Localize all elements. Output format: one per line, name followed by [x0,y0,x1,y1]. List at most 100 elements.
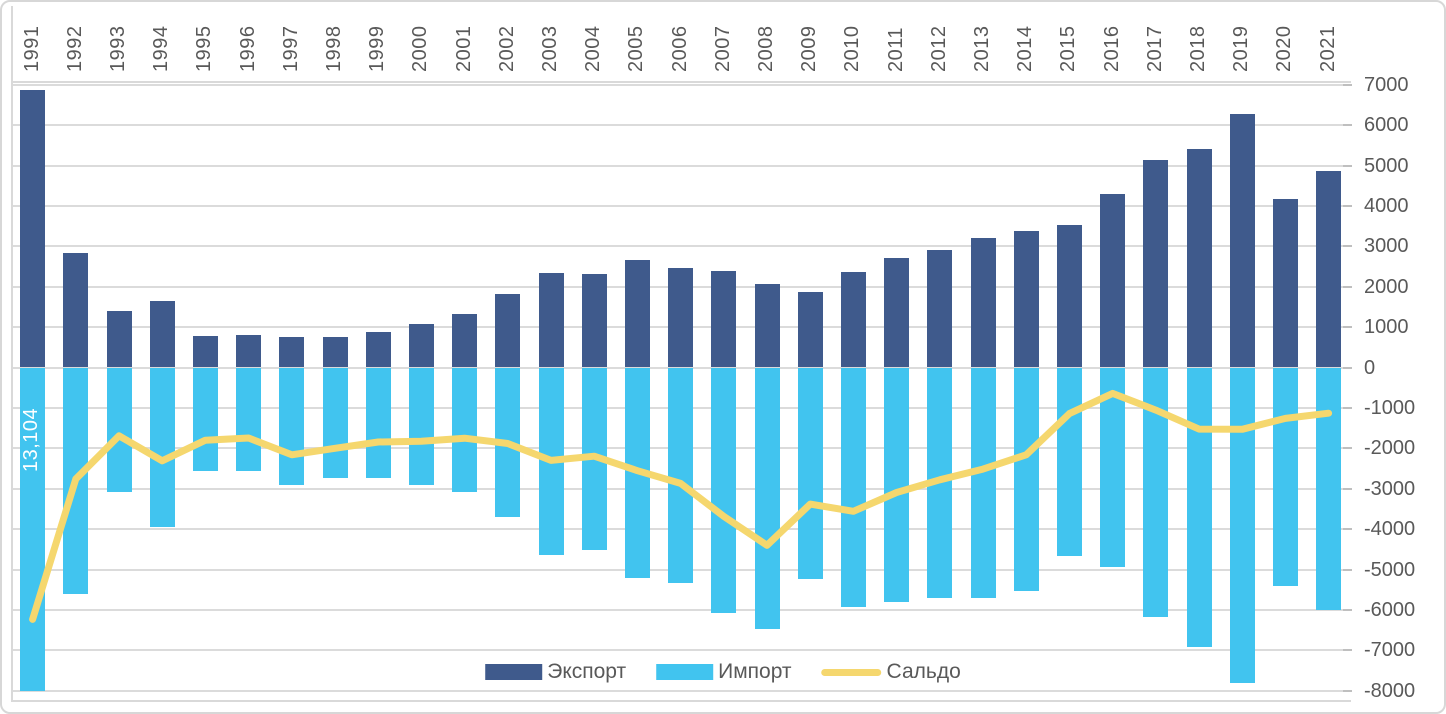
gridline [11,124,1351,127]
import-bar [149,367,175,528]
y-axis-tick-label: 6000 [1364,114,1409,137]
year-label: 2013 [971,25,993,73]
import-bar [408,367,434,485]
y-axis-tickmark [1343,83,1352,86]
y-axis-tickmark [1343,164,1352,167]
export-bar [63,252,89,368]
export-bar [452,313,478,368]
y-axis-tick-label: 0 [1364,356,1376,379]
import-bar [1013,367,1039,591]
import-bar [279,367,305,485]
legend-item-export: Экспорт [485,660,626,684]
import-bar [63,367,89,594]
plot-top-border [11,81,1351,83]
y-axis-tick-label: -7000 [1364,639,1416,662]
y-axis-tick-label: 5000 [1364,154,1409,177]
year-label: 1998 [323,25,345,73]
export-bar [149,300,175,368]
export-bar [538,273,564,368]
import-bar [1100,367,1126,568]
year-label: 1995 [193,25,216,73]
y-axis-tickmark [1343,406,1352,409]
export-bar [884,258,910,368]
y-axis-tick-label: -4000 [1364,518,1416,541]
import-bar [624,367,650,578]
year-label: 2009 [798,25,821,73]
gridline [11,164,1351,167]
export-swatch-icon [485,664,543,680]
y-axis-tick-label: 7000 [1364,73,1409,96]
year-label: 1991 [20,25,43,73]
gridline [11,689,1351,692]
import-bar [365,367,391,478]
import-bar [884,367,910,602]
y-axis-tickmark [1343,447,1352,450]
import-bar [581,367,607,550]
year-label: 1999 [366,25,389,73]
year-label: 1994 [150,25,173,73]
year-label: 2012 [927,25,950,73]
gridline [11,204,1351,207]
y-axis-tickmark [1343,285,1352,288]
y-axis-tick-label: -3000 [1364,477,1416,500]
import-bar [668,367,694,583]
import-bar [106,367,132,492]
y-axis-tickmark [1343,608,1352,611]
year-label: 2003 [539,25,561,73]
import-bar [1272,367,1298,587]
y-axis-tick-label: -5000 [1364,558,1416,581]
legend-label-saldo: Сальдо [886,660,961,683]
year-label: 2020 [1273,25,1296,73]
import-bar [236,367,262,471]
year-label: 1996 [236,25,259,73]
export-bar [1013,231,1039,368]
y-axis-tickmark [1343,366,1352,369]
export-bar [840,272,866,368]
import-bar [711,367,737,613]
y-axis-tickmark [1343,528,1352,531]
year-label: 2010 [841,25,864,73]
import-data-label: 13,104 [19,407,42,472]
y-axis-tickmark [1343,568,1352,571]
export-bar [1272,199,1298,368]
import-bar [1186,367,1212,648]
plot-bottom-border [11,700,1351,702]
export-bar [1316,170,1342,368]
year-label: 2002 [495,25,518,73]
export-bar [495,293,521,368]
year-label: 2016 [1100,25,1123,73]
y-axis-tick-label: 4000 [1364,194,1409,217]
legend-label-export: Экспорт [547,660,627,683]
year-label: 1997 [279,25,302,73]
import-bar [495,367,521,517]
year-label: 2001 [452,25,475,73]
year-label: 2008 [755,25,777,73]
year-label: 2019 [1230,25,1253,73]
y-axis-tickmark [1343,245,1352,248]
export-bar [279,337,305,368]
y-axis-tickmark [1343,204,1352,207]
export-bar [970,238,996,368]
import-bar [1229,367,1255,684]
export-bar [1186,149,1212,368]
year-label: 2021 [1316,25,1339,73]
export-bar [1229,113,1255,368]
y-axis-tickmark [1343,124,1352,127]
export-bar [711,271,737,368]
y-axis-tick-label: 3000 [1364,235,1409,258]
year-label: 2015 [1057,25,1080,73]
year-label: 2014 [1014,25,1037,73]
y-axis-tickmark [1343,689,1352,692]
y-axis-tick-label: -6000 [1364,598,1416,621]
export-bar [236,334,262,368]
export-bar [797,292,823,368]
export-bar [581,274,607,368]
export-bar [754,283,780,368]
import-bar [538,367,564,555]
year-label: 2004 [582,25,605,73]
import-bar [797,367,823,580]
plot-left-border [11,6,13,701]
gridline [11,245,1351,248]
year-label: 2005 [625,25,648,73]
